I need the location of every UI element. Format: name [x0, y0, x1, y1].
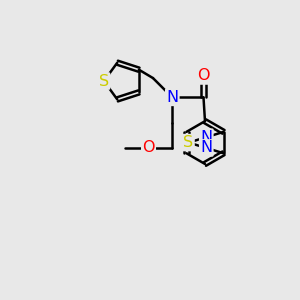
Text: N: N	[166, 90, 178, 105]
Text: O: O	[197, 68, 210, 83]
Text: N: N	[200, 140, 212, 155]
Text: S: S	[99, 74, 109, 88]
Text: S: S	[183, 135, 194, 150]
Text: N: N	[200, 130, 212, 145]
Text: O: O	[142, 140, 155, 155]
